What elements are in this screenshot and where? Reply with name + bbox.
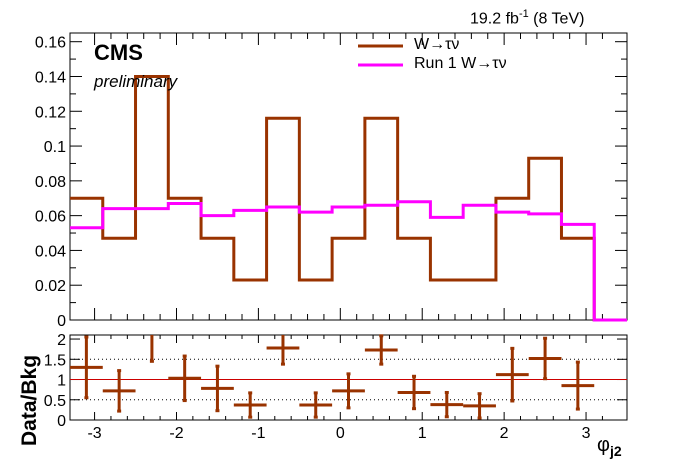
legend-entry-run1-w-tau-nu: Run 1 W→τν [414,55,507,72]
x-tick-label: 3 [582,425,591,442]
legend [358,44,403,67]
x-axis-label: φj2 [597,434,622,459]
y-tick-label: 0.04 [35,243,66,260]
ratio-point [495,346,529,403]
ratio-axes: -3 -2 -1 0 1 2 3 0 0.5 1 1.5 2 [44,332,627,442]
y-tick-label: 0.1 [44,139,66,156]
ratio-y-tick-label: 2 [57,332,66,349]
y-tick-label: 0.02 [35,278,66,295]
ratio-point [332,372,365,410]
ratio-point [463,392,496,420]
experiment-label: CMS [94,40,143,65]
legend-entry-w-tau-nu: W→τν [414,36,460,53]
ratio-y-tick-label: 0 [57,413,66,430]
y-tick-label: 0 [57,313,66,330]
main-frame-box [69,32,628,321]
luminosity-label: 19.2 fb-1 (8 TeV) [470,8,585,28]
status-label: preliminary [94,72,178,91]
histogram-w-tau-nu [70,74,627,322]
main-plot-frame [69,32,628,321]
ratio-point [102,369,136,413]
x-tick-label: 2 [500,425,509,442]
x-tick-label: -1 [251,425,265,442]
ratio-point [430,390,464,419]
ratio-point [70,335,103,400]
ratio-point [233,391,267,419]
ratio-point [168,354,202,403]
ratio-plot-frame [69,334,628,421]
x-tick-label: -3 [87,425,101,442]
x-tick-label: 0 [336,425,345,442]
ratio-point [299,391,333,419]
ratio-y-tick-label: 1.5 [44,352,66,369]
histogram-run1-w-tau-nu [70,200,627,322]
y-tick-label: 0.08 [35,174,66,191]
main-axes: 0 0.02 0.04 0.06 0.08 0.1 0.12 0.14 0.16 [35,33,627,330]
y-tick-label: 0.16 [35,35,66,52]
ratio-point [266,335,300,366]
y-tick-label: 0.14 [35,69,66,86]
ratio-point [201,364,234,413]
ratio-y-tick-label: 0.5 [44,393,66,410]
ratio-point [397,374,431,411]
ratio-points [70,334,595,420]
ratio-point [561,360,595,411]
ratio-point [528,336,562,381]
ratio-y-axis-label: Data/Bkg [18,354,41,446]
x-tick-label: 1 [418,425,427,442]
ratio-point [149,335,154,363]
x-tick-label: -2 [169,425,183,442]
y-tick-label: 0.12 [35,104,66,121]
ratio-frame-box [69,334,628,421]
y-tick-label: 0.06 [35,209,66,226]
ratio-point [364,334,398,366]
main-histograms [70,74,627,322]
ratio-y-tick-label: 1 [57,373,66,390]
